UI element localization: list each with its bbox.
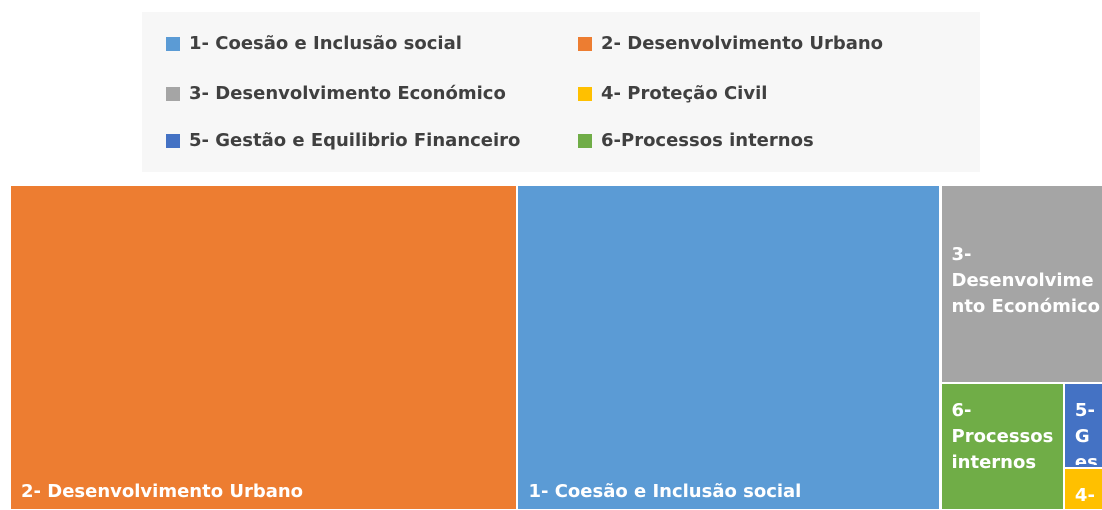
legend-swatch: [578, 86, 592, 101]
legend-label: 6-Processos internos: [601, 130, 814, 151]
legend-label: 1- Coesão e Inclusão social: [189, 33, 462, 54]
treemap-cell: 5- Gestão e Equilibrio Financeiro: [1063, 383, 1102, 468]
legend-item: 3- Desenvolvimento Económico: [166, 83, 506, 104]
legend-swatch: [578, 133, 592, 148]
treemap-cell: 1- Coesão e Inclusão social: [517, 185, 941, 510]
legend-swatch: [578, 36, 592, 51]
treemap-cell: 2- Desenvolvimento Urbano: [10, 185, 518, 510]
legend-label: 3- Desenvolvimento Económico: [189, 83, 506, 104]
cell-label: 6-Processos internos: [951, 400, 1054, 473]
treemap-cell: 4- Proteção Civil: [1063, 467, 1102, 510]
legend-item: 2- Desenvolvimento Urbano: [578, 33, 883, 54]
cell-label: 1- Coesão e Inclusão social: [528, 481, 802, 502]
legend-item: 4- Proteção Civil: [578, 83, 767, 104]
treemap-cell: 3- Desenvolvimento Económico: [940, 185, 1102, 383]
legend-item: 5- Gestão e Equilibrio Financeiro: [166, 130, 520, 151]
cell-label: 5- Gestão e Equilibrio Financeiro: [1074, 400, 1098, 465]
cell-label: 3- Desenvolvimento Económico: [951, 244, 1101, 317]
legend-swatch: [166, 133, 180, 148]
treemap-cell: 6-Processos internos: [940, 383, 1064, 510]
legend-label: 2- Desenvolvimento Urbano: [601, 33, 884, 54]
legend: 1- Coesão e Inclusão social 2- Desenvolvi…: [142, 12, 980, 172]
cell-label: 4- Proteção Civil: [1074, 484, 1095, 506]
legend-swatch: [166, 86, 180, 101]
legend-swatch: [166, 36, 180, 51]
cell-label: 2- Desenvolvimento Urbano: [21, 481, 304, 502]
treemap: 2- Desenvolvimento Urbano 1- Coesão e Inc…: [10, 185, 1102, 510]
legend-label: 4- Proteção Civil: [601, 83, 768, 104]
legend-item: 1- Coesão e Inclusão social: [166, 33, 462, 54]
legend-item: 6-Processos internos: [578, 130, 814, 151]
legend-label: 5- Gestão e Equilibrio Financeiro: [189, 130, 521, 151]
